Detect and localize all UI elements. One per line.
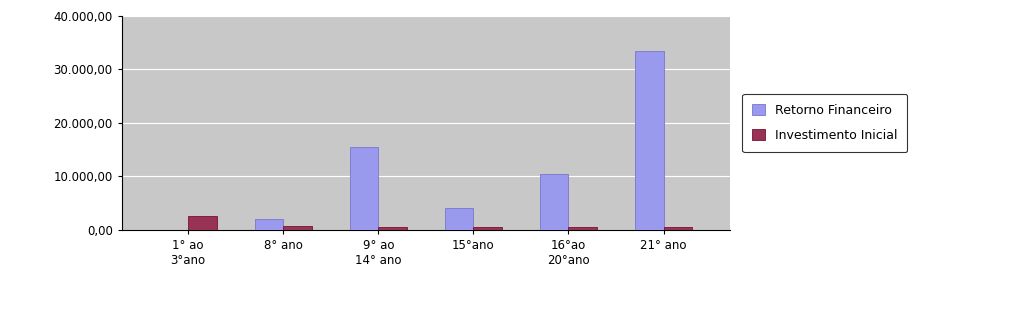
Bar xyxy=(283,226,311,230)
Bar xyxy=(474,227,502,230)
Bar xyxy=(255,219,283,230)
Bar xyxy=(445,208,474,230)
Legend: Retorno Financeiro, Investimento Inicial: Retorno Financeiro, Investimento Inicial xyxy=(742,93,908,152)
Bar xyxy=(663,227,692,230)
Bar xyxy=(378,227,407,230)
Bar xyxy=(635,51,663,230)
Bar xyxy=(539,174,569,230)
Bar xyxy=(569,227,597,230)
Bar xyxy=(189,216,217,230)
Bar xyxy=(350,147,378,230)
